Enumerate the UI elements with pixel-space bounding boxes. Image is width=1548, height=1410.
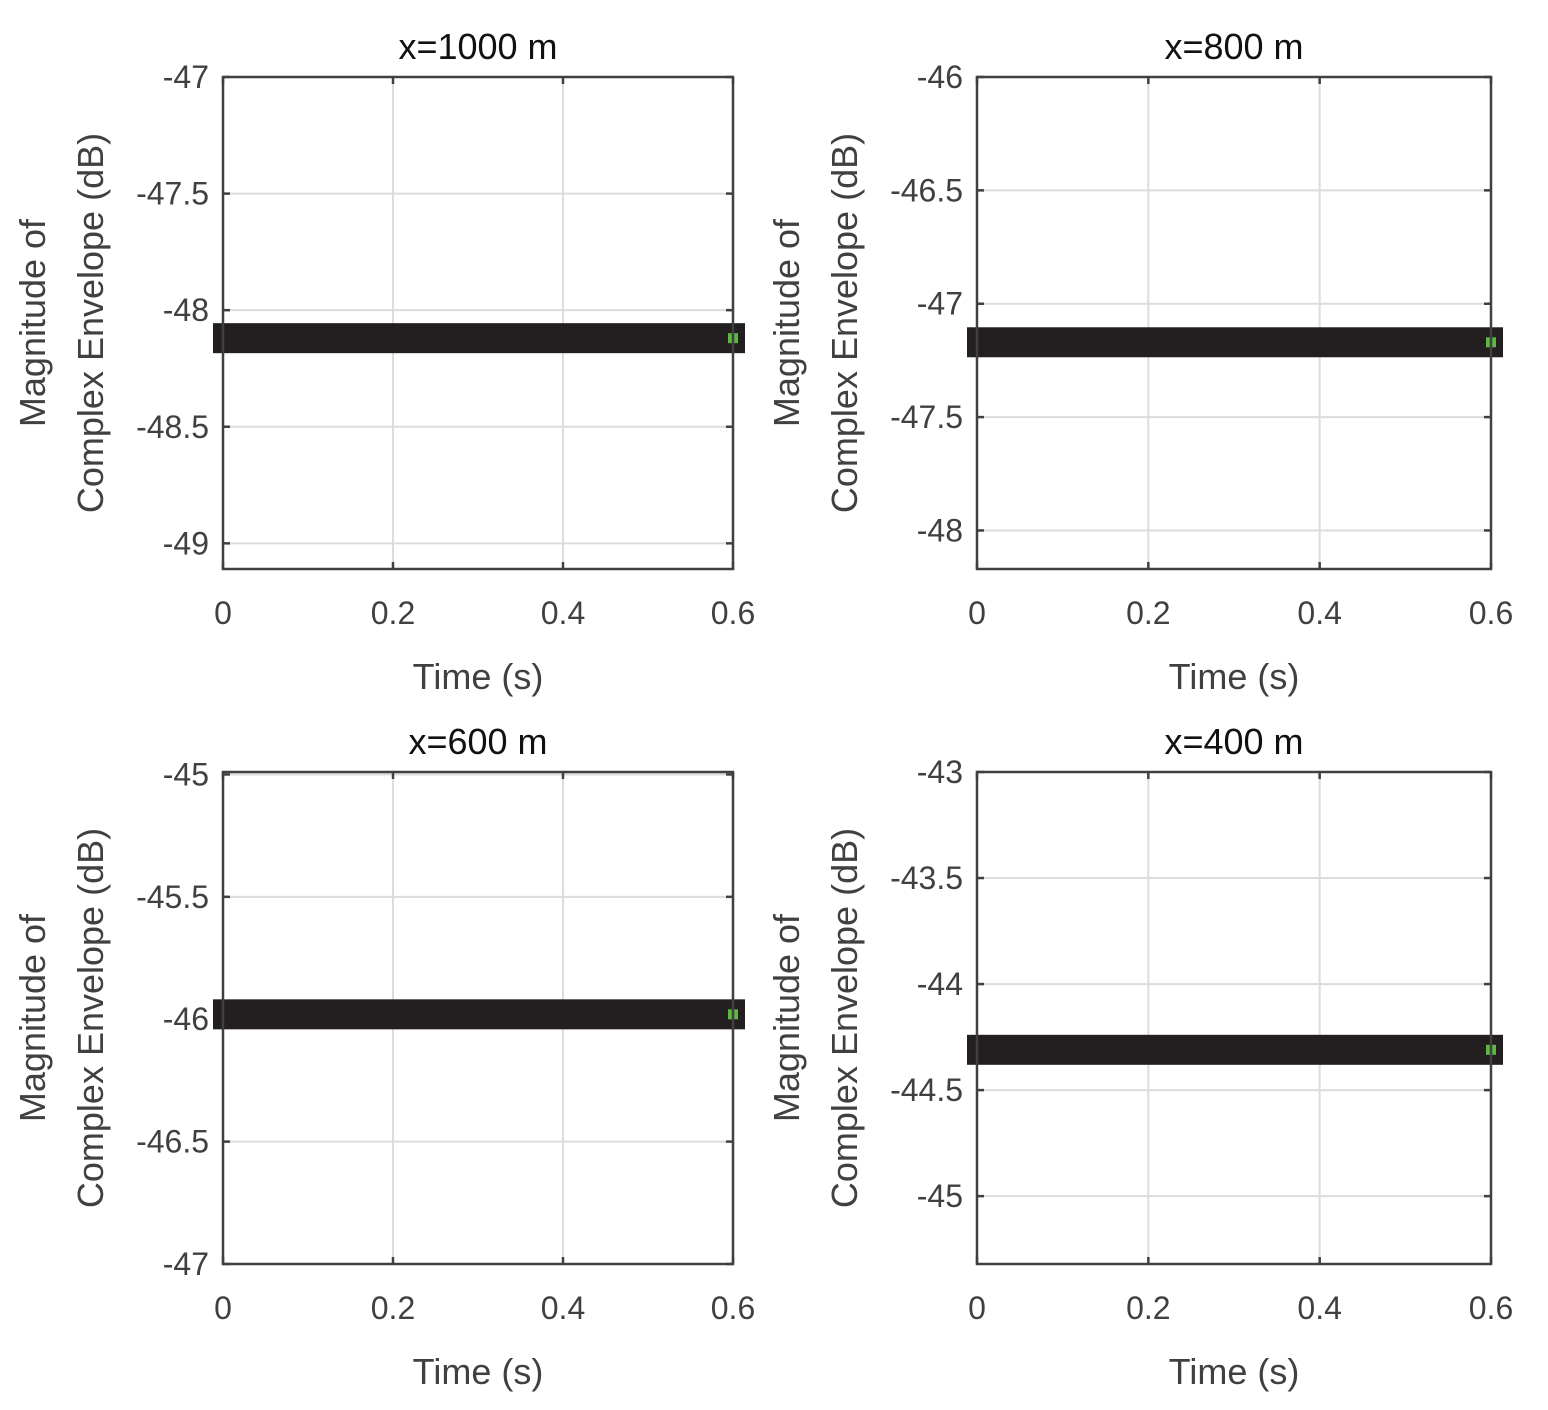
chart-title: x=1000 m <box>398 26 557 67</box>
chart-title: x=800 m <box>1164 26 1303 67</box>
y-tick-label: -46 <box>917 59 963 95</box>
envelope-line <box>967 327 1503 358</box>
x-tick-label: 0.4 <box>1297 1290 1341 1326</box>
x-tick-label: 0 <box>968 1290 986 1326</box>
chart-panel-3: 0 0.2 0.4 0.6 -45 -45.5 -46 -46.5 -47 x=600 m Time… <box>12 721 755 1392</box>
y-tick-label: -48 <box>917 512 963 548</box>
x-tick-label: 0.2 <box>1126 1290 1170 1326</box>
axes-box <box>221 770 735 1266</box>
x-tick-label: 0.6 <box>711 1290 755 1326</box>
x-tick-label: 0.6 <box>1469 595 1513 631</box>
envelope-line <box>213 323 745 354</box>
chart-title: x=400 m <box>1164 721 1303 762</box>
chart-panel-1: 0 0.2 0.4 0.6 -47 -47.5 -48 -48.5 -49 x=1000 m Tim… <box>12 26 755 697</box>
x-tick-label: 0.4 <box>541 1290 585 1326</box>
y-axis-label: Magnitude of <box>766 218 807 427</box>
y-tick-label: -47.5 <box>136 176 209 212</box>
y-tick-label: -45.5 <box>136 879 209 915</box>
y-tick-label: -44.5 <box>890 1072 963 1108</box>
x-tick-label: 0 <box>214 1290 232 1326</box>
y-tick-label: -47 <box>163 1246 209 1282</box>
y-axis-label: Complex Envelope (dB) <box>824 828 865 1208</box>
x-tick-label: 0.2 <box>1126 595 1170 631</box>
x-axis-label: Time (s) <box>1169 656 1300 697</box>
y-tick-label: -48 <box>163 292 209 328</box>
y-tick-label: -47 <box>163 59 209 95</box>
chart-panel-4: 0 0.2 0.4 0.6 -43 -43.5 -44 -44.5 -45 x=400 m Time… <box>766 721 1513 1392</box>
y-axis-label: Magnitude of <box>766 913 807 1122</box>
y-tick-label: -49 <box>163 525 209 561</box>
chart-panel-2: 0 0.2 0.4 0.6 -46 -46.5 -47 -47.5 -48 x=800 m Time… <box>766 26 1513 697</box>
x-axis-label: Time (s) <box>413 656 544 697</box>
envelope-line <box>967 1034 1503 1065</box>
x-axis-label: Time (s) <box>413 1351 544 1392</box>
y-tick-label: -46 <box>163 1001 209 1037</box>
x-tick-label: 0.2 <box>371 1290 415 1326</box>
y-tick-label: -47 <box>917 286 963 322</box>
y-axis-label: Magnitude of <box>12 913 53 1122</box>
x-tick-label: 0.6 <box>1469 1290 1513 1326</box>
axes-box <box>975 770 1493 1266</box>
y-axis-label: Complex Envelope (dB) <box>70 828 111 1208</box>
envelope-line <box>213 999 745 1030</box>
y-tick-label: -45 <box>163 756 209 792</box>
x-tick-label: 0 <box>214 595 232 631</box>
y-tick-label: -43.5 <box>890 860 963 896</box>
y-tick-label: -44 <box>917 966 963 1002</box>
x-axis-label: Time (s) <box>1169 1351 1300 1392</box>
y-axis-label: Complex Envelope (dB) <box>824 133 865 513</box>
y-axis-label: Complex Envelope (dB) <box>70 133 111 513</box>
x-tick-label: 0.6 <box>711 595 755 631</box>
x-tick-label: 0.2 <box>371 595 415 631</box>
x-tick-label: 0.4 <box>1297 595 1341 631</box>
x-tick-label: 0 <box>968 595 986 631</box>
x-tick-label: 0.4 <box>541 595 585 631</box>
y-tick-label: -48.5 <box>136 409 209 445</box>
y-tick-label: -46.5 <box>890 172 963 208</box>
axes-box <box>221 75 735 571</box>
axes-box <box>975 75 1493 571</box>
y-tick-label: -45 <box>917 1178 963 1214</box>
y-tick-label: -47.5 <box>890 399 963 435</box>
y-tick-label: -46.5 <box>136 1124 209 1160</box>
y-axis-label: Magnitude of <box>12 218 53 427</box>
y-tick-label: -43 <box>917 754 963 790</box>
chart-title: x=600 m <box>408 721 547 762</box>
